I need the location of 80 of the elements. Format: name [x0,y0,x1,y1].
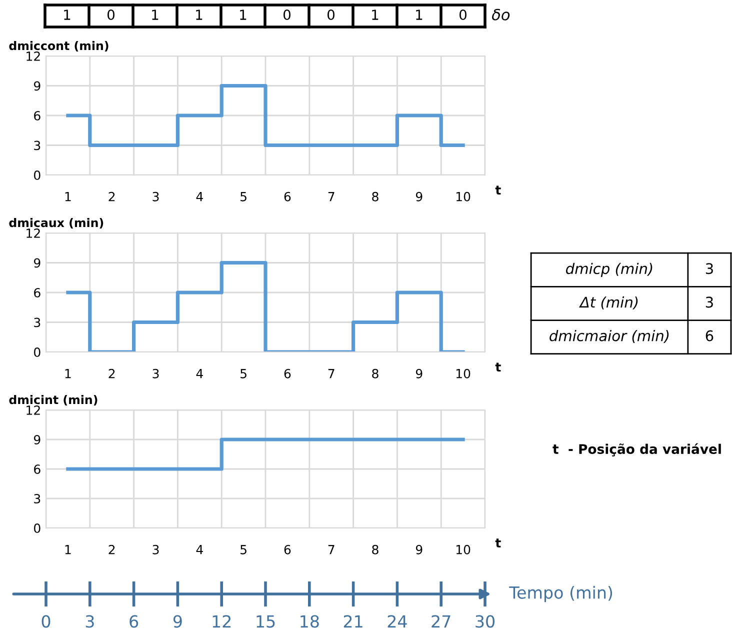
x-tick-label: 8 [372,192,378,202]
x-tick-label: 8 [372,544,378,554]
x-tick-label: 2 [108,192,115,202]
y-tick-label: 6 [34,464,40,474]
x-tick-label: 2 [108,368,115,378]
x2-tick-label: 3 [86,615,94,628]
x-tick-label: 7 [328,545,334,554]
x-tick-label: 7 [328,192,334,202]
text: 3 [706,296,713,308]
text: 1 [240,10,246,20]
y-tick-label: 9 [34,81,40,91]
text: Δt (min) [578,296,638,310]
x-tick-label: 1 [65,369,71,378]
text: t - Posição da variável [552,443,721,456]
text: 0 [327,10,334,20]
text: 1 [372,10,378,20]
text: 6 [706,330,714,342]
x-tick-label: 4 [196,545,203,554]
y-tick-label: 12 [26,228,40,238]
text: 1 [416,10,422,20]
x-tick-label: 9 [416,192,422,202]
text: 0 [107,10,114,20]
y-axis-title: dmicint (min) [9,395,98,406]
x-tick-label: 4 [196,369,203,378]
y-tick-label: 3 [34,318,40,328]
y-tick-label: 6 [34,110,40,120]
x2-tick-label: 12 [212,615,231,628]
text: dmicmaior (min) [550,330,669,344]
y-tick-label: 9 [34,258,40,268]
text: 0 [459,10,466,20]
y-tick-label: 0 [34,170,40,180]
x2-tick-label: 9 [173,615,182,628]
text: 1 [196,10,202,20]
x-tick-label: 2 [108,544,115,554]
text: dmicp (min) [566,262,652,277]
text: 1 [152,10,158,20]
x-tick-label: 9 [416,368,422,378]
y-tick-label: 9 [34,434,40,444]
y-tick-label: 0 [34,523,40,533]
x-tick-label: 3 [152,544,159,554]
x-tick-label: 10 [456,544,470,554]
x-tick-label: 3 [152,368,159,378]
x-axis-title: t [495,362,501,372]
y-axis-title: dmicaux (min) [9,218,104,229]
x-tick-label: 1 [65,545,71,554]
text: 1 [64,10,70,20]
y-tick-label: 3 [34,140,40,150]
x-tick-label: 5 [240,192,246,202]
x2-tick-label: 24 [388,615,407,628]
text: 0 [283,10,290,20]
x-tick-label: 5 [240,545,246,554]
x2-tick-label: 6 [130,615,138,628]
x2-tick-label: 30 [476,615,494,628]
y-axis-title: dmiccont (min) [9,41,108,52]
x-tick-label: 5 [240,369,246,378]
x-tick-label: 8 [372,368,378,378]
x2-tick-label: 27 [432,615,450,628]
x-tick-label: 1 [65,192,71,202]
y-tick-label: 3 [34,494,40,504]
x-tick-label: 9 [416,544,422,554]
x2-tick-label: 18 [300,615,319,628]
y-tick-label: 6 [34,288,40,298]
x-tick-label: 6 [284,368,291,378]
x-tick-label: 6 [284,544,291,554]
x-axis-title: t [495,538,501,548]
x2-tick-label: 21 [344,615,362,628]
x-tick-label: 10 [456,368,470,378]
x-tick-label: 3 [152,192,159,202]
x-tick-label: 6 [284,192,291,202]
y-tick-label: 0 [34,347,40,357]
x-tick-label: 4 [196,192,203,202]
y-tick-label: 12 [26,51,40,61]
x-tick-label: 10 [456,192,470,202]
y-tick-label: 12 [26,405,40,415]
x2-tick-label: 15 [256,615,275,628]
text: 3 [706,263,713,274]
x-axis-title: t [495,186,501,195]
x-tick-label: 7 [328,369,334,378]
text: δo [492,8,510,20]
x2-axis-title: Tempo (min) [509,586,612,602]
